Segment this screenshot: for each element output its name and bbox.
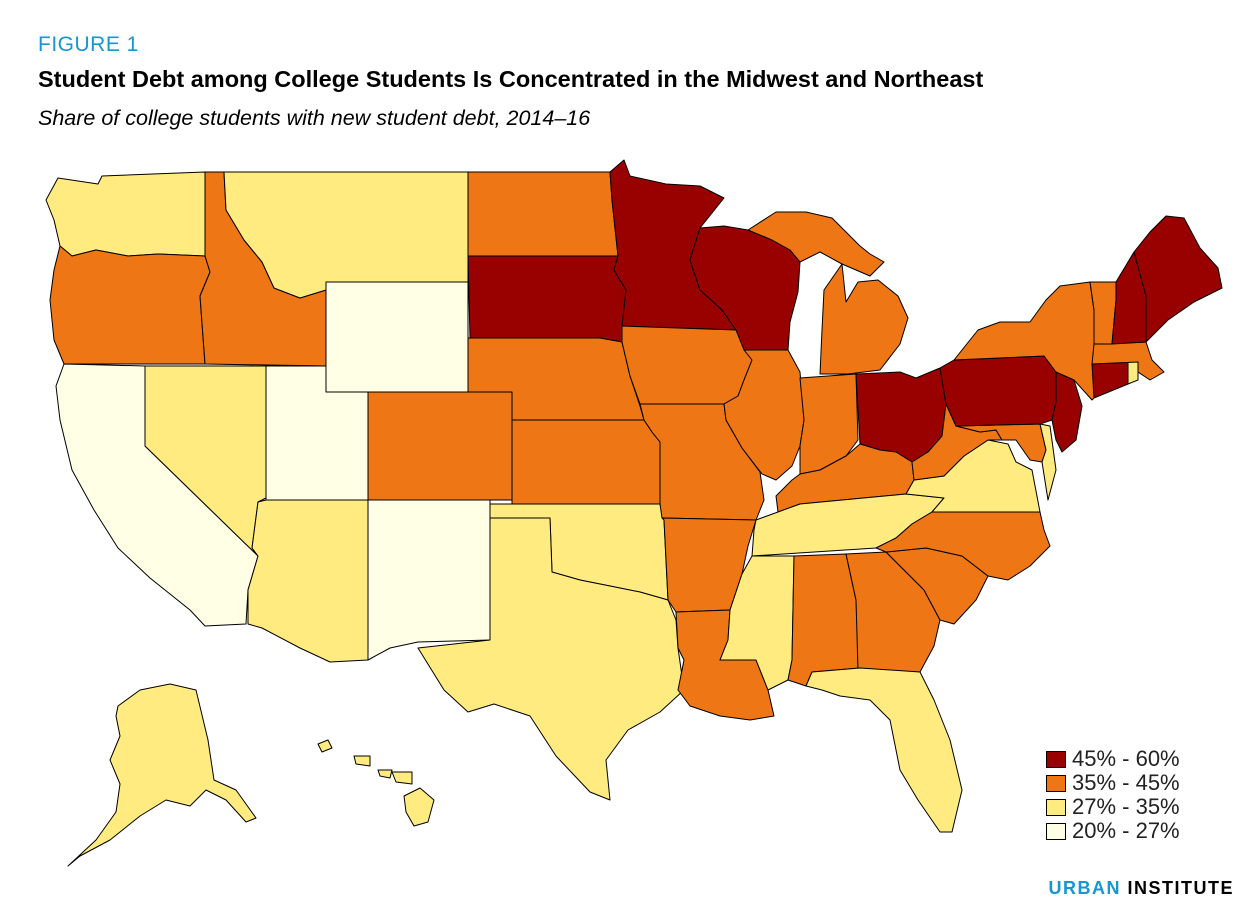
state-rhode-island	[1127, 361, 1139, 385]
state-connecticut	[1091, 361, 1129, 399]
state-colorado	[367, 391, 513, 501]
state-north-dakota	[467, 171, 619, 257]
legend-label: 27% - 35%	[1072, 794, 1180, 819]
state-iowa	[621, 325, 753, 405]
state-delaware	[1039, 423, 1057, 501]
legend-swatch	[1046, 798, 1066, 816]
state-florida	[805, 667, 963, 833]
figure-subtitle: Share of college students with new stude…	[38, 106, 591, 130]
legend-label: 20% - 27%	[1072, 818, 1180, 843]
state-arizona	[247, 499, 369, 663]
legend-item: 20% - 27%	[1046, 818, 1180, 843]
state-washington	[45, 171, 206, 257]
state-pennsylvania	[939, 355, 1061, 427]
state-new-mexico	[367, 499, 491, 661]
state-michigan	[747, 211, 909, 375]
state-massachusetts	[1091, 341, 1165, 381]
legend-swatch	[1046, 774, 1066, 792]
legend-swatch	[1046, 822, 1066, 840]
legend-label: 45% - 60%	[1072, 746, 1180, 771]
state-alaska	[67, 683, 257, 867]
legend-item: 35% - 45%	[1046, 770, 1180, 795]
state-wyoming	[325, 281, 469, 393]
figure-label: FIGURE 1	[38, 33, 139, 56]
state-vermont	[1089, 281, 1117, 345]
state-kansas	[511, 419, 661, 505]
state-new-jersey	[1051, 371, 1083, 453]
brand-part-2: INSTITUTE	[1127, 878, 1234, 898]
legend-swatch	[1046, 750, 1066, 768]
state-oregon	[49, 245, 211, 365]
state-north-carolina	[875, 511, 1051, 581]
map-legend: 45% - 60% 35% - 45% 27% - 35% 20% - 27%	[1046, 746, 1180, 843]
state-hawaii	[317, 739, 435, 827]
state-maine	[1133, 215, 1223, 343]
legend-label: 35% - 45%	[1072, 770, 1180, 795]
legend-item: 27% - 35%	[1046, 794, 1180, 819]
legend-item: 45% - 60%	[1046, 746, 1180, 771]
brand-part-1: URBAN	[1048, 878, 1121, 898]
state-alabama	[787, 553, 861, 687]
state-south-dakota	[467, 255, 627, 343]
figure-title: Student Debt among College Students Is C…	[38, 66, 984, 92]
state-texas	[417, 517, 685, 801]
urban-institute-logo: URBAN INSTITUTE	[1048, 878, 1234, 899]
